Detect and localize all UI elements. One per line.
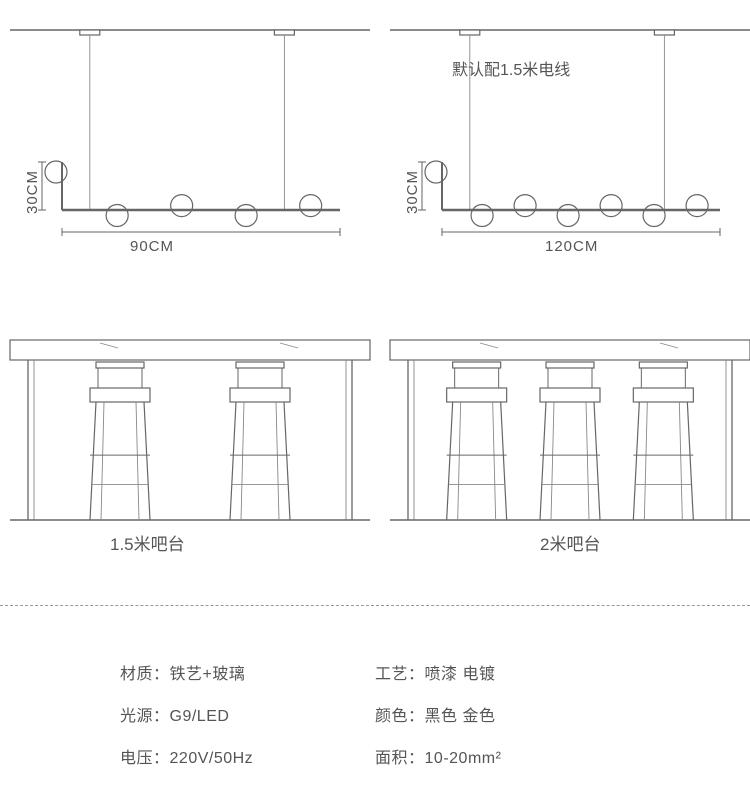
spec-label: 材质： [120,666,170,683]
left-height-label: 30CM [24,170,41,214]
right-width-label: 120CM [545,238,598,255]
specs-table: 材质：铁艺+玻璃光源：G9/LED电压：220V/50Hz 工艺：喷漆 电镀颜色… [0,660,750,768]
technical-drawing [0,0,750,560]
spec-row: 电压：220V/50Hz [120,744,375,768]
wire-note: 默认配1.5米电线 [452,56,570,80]
spec-row: 颜色：黑色 金色 [375,702,630,726]
specs-right-column: 工艺：喷漆 电镀颜色：黑色 金色面积：10-20mm² [375,660,630,768]
spec-row: 光源：G9/LED [120,702,375,726]
spec-label: 工艺： [375,666,425,683]
spec-value: 10-20mm² [425,750,502,767]
left-caption: 1.5米吧台 [110,530,185,555]
spec-label: 电压： [120,750,170,767]
diagram-area: 30CM 90CM 1.5米吧台 默认配1.5米电线 30CM 120CM 2米… [0,0,750,560]
spec-row: 材质：铁艺+玻璃 [120,660,375,684]
spec-value: 喷漆 电镀 [425,666,496,683]
spec-value: G9/LED [170,708,230,725]
specs-left-column: 材质：铁艺+玻璃光源：G9/LED电压：220V/50Hz [120,660,375,768]
spec-value: 220V/50Hz [170,750,254,767]
right-caption: 2米吧台 [540,530,600,555]
right-height-label: 30CM [404,170,421,214]
spec-value: 铁艺+玻璃 [170,666,246,683]
spec-row: 工艺：喷漆 电镀 [375,660,630,684]
spec-label: 面积： [375,750,425,767]
spec-row: 面积：10-20mm² [375,744,630,768]
left-width-label: 90CM [130,238,174,255]
spec-label: 颜色： [375,708,425,725]
section-divider [0,605,750,606]
spec-value: 黑色 金色 [425,708,496,725]
spec-label: 光源： [120,708,170,725]
